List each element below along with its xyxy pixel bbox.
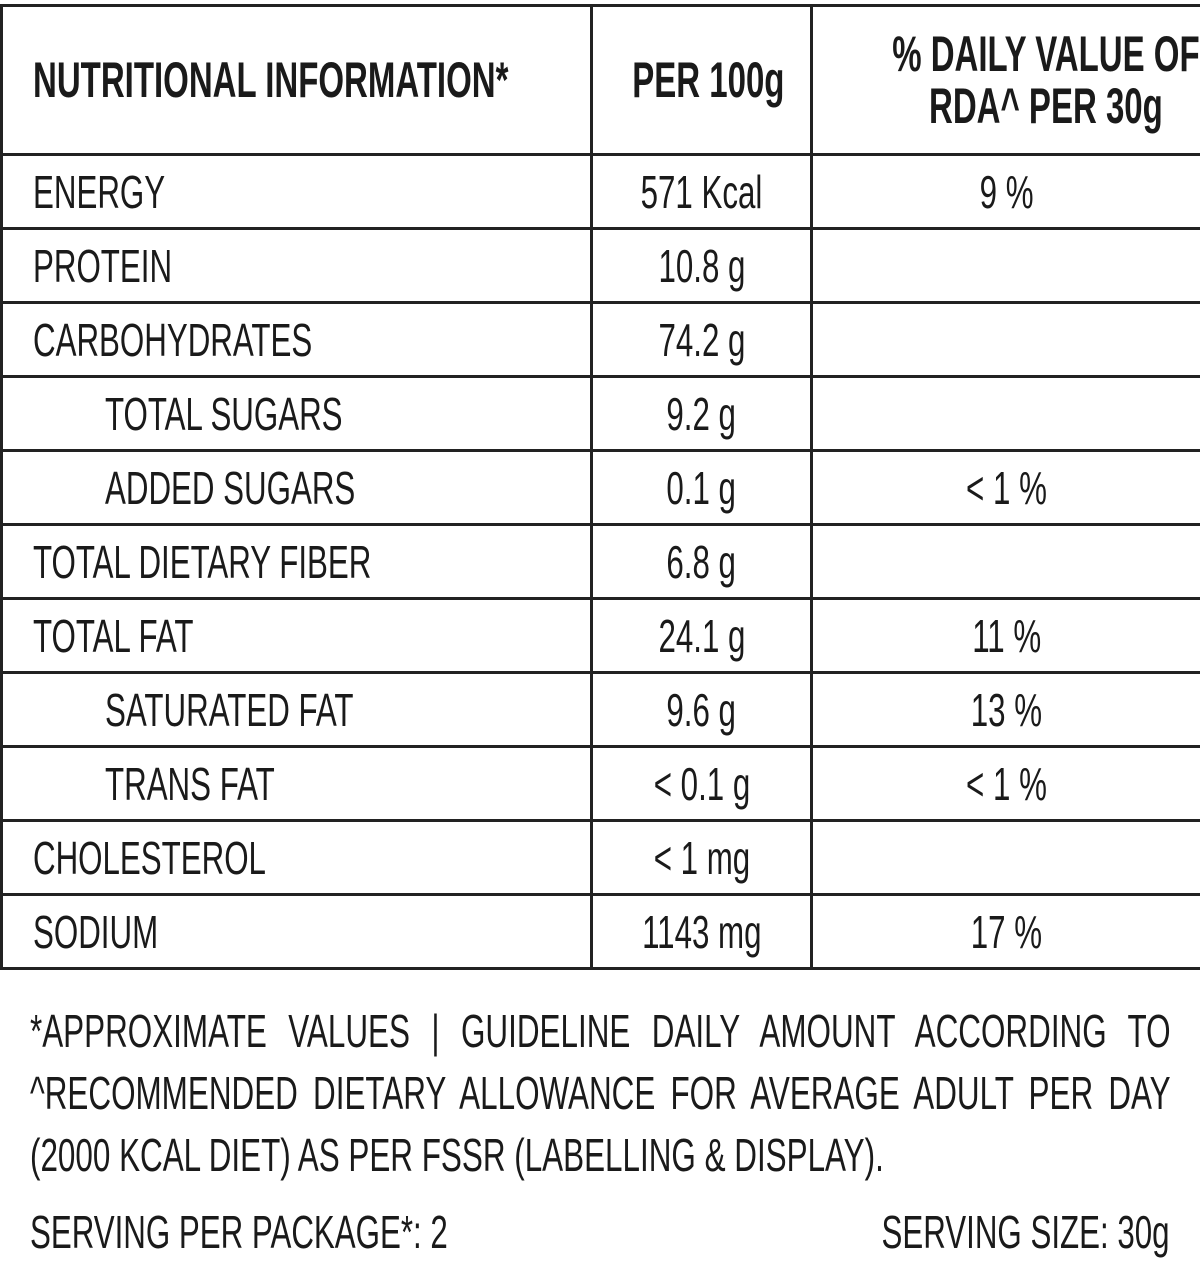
daily-value: 9 % [810, 153, 1200, 230]
table-row: ADDED SUGARS 0.1 g < 1 % [0, 449, 1200, 526]
header-nutritional-information: NUTRITIONAL INFORMATION* [0, 4, 593, 156]
nutrient-name: ENERGY [0, 153, 593, 230]
per-100g-value: 1143 mg [590, 893, 813, 970]
per-100g-value: 6.8 g [590, 523, 813, 600]
table-row: CARBOHYDRATES 74.2 g [0, 301, 1200, 378]
daily-value: 17 % [810, 893, 1200, 970]
per-100g-value: 9.2 g [590, 375, 813, 452]
footnote-line: *APPROXIMATE VALUES | GUIDELINE DAILY AM… [30, 1005, 1171, 1057]
table-row: SODIUM 1143 mg 17 % [0, 893, 1200, 970]
table-row: TOTAL SUGARS 9.2 g [0, 375, 1200, 452]
nutrient-name: TOTAL FAT [0, 597, 593, 674]
daily-value [810, 523, 1200, 600]
per-100g-value: 9.6 g [590, 671, 813, 748]
daily-value: 13 % [810, 671, 1200, 748]
daily-value: 11 % [810, 597, 1200, 674]
per-100g-value: 571 Kcal [590, 153, 813, 230]
daily-value [810, 375, 1200, 452]
daily-value: < 1 % [810, 745, 1200, 822]
daily-value [810, 819, 1200, 896]
nutrient-name: TOTAL DIETARY FIBER [0, 523, 593, 600]
table-row: PROTEIN 10.8 g [0, 227, 1200, 304]
table-row: CHOLESTEROL < 1 mg [0, 819, 1200, 896]
per-100g-value: < 1 mg [590, 819, 813, 896]
nutrition-table: NUTRITIONAL INFORMATION* PER 100g % DAIL… [0, 4, 1200, 970]
daily-value [810, 301, 1200, 378]
per-100g-value: 74.2 g [590, 301, 813, 378]
table-row: ENERGY 571 Kcal 9 % [0, 153, 1200, 230]
header-row: NUTRITIONAL INFORMATION* PER 100g % DAIL… [0, 4, 1200, 156]
table-row: TOTAL FAT 24.1 g 11 % [0, 597, 1200, 674]
footnote: *APPROXIMATE VALUES | GUIDELINE DAILY AM… [30, 1000, 1171, 1186]
footnote-line: ^RECOMMENDED DIETARY ALLOWANCE FOR AVERA… [30, 1067, 1171, 1119]
nutrient-name: ADDED SUGARS [0, 449, 593, 526]
serving-per-package: SERVING PER PACKAGE*: 2 [30, 1206, 448, 1258]
nutrient-name: TOTAL SUGARS [0, 375, 593, 452]
table-row: TOTAL DIETARY FIBER 6.8 g [0, 523, 1200, 600]
footnote-line: (2000 KCAL DIET) AS PER FSSR (LABELLING … [30, 1129, 884, 1181]
table-row: TRANS FAT < 0.1 g < 1 % [0, 745, 1200, 822]
table-row: SATURATED FAT 9.6 g 13 % [0, 671, 1200, 748]
per-100g-value: < 0.1 g [590, 745, 813, 822]
nutrient-name: CHOLESTEROL [0, 819, 593, 896]
nutrient-name: CARBOHYDRATES [0, 301, 593, 378]
daily-value [810, 227, 1200, 304]
per-100g-value: 10.8 g [590, 227, 813, 304]
header-per-100g: PER 100g [590, 4, 813, 156]
per-100g-value: 0.1 g [590, 449, 813, 526]
daily-value: < 1 % [810, 449, 1200, 526]
serving-size: SERVING SIZE: 30g [881, 1206, 1170, 1258]
nutrient-name: SODIUM [0, 893, 593, 970]
per-100g-value: 24.1 g [590, 597, 813, 674]
nutrient-name: SATURATED FAT [0, 671, 593, 748]
nutrient-name: PROTEIN [0, 227, 593, 304]
nutrient-name: TRANS FAT [0, 745, 593, 822]
header-daily-value: % DAILY VALUE OF RDA^ PER 30g [810, 4, 1200, 156]
